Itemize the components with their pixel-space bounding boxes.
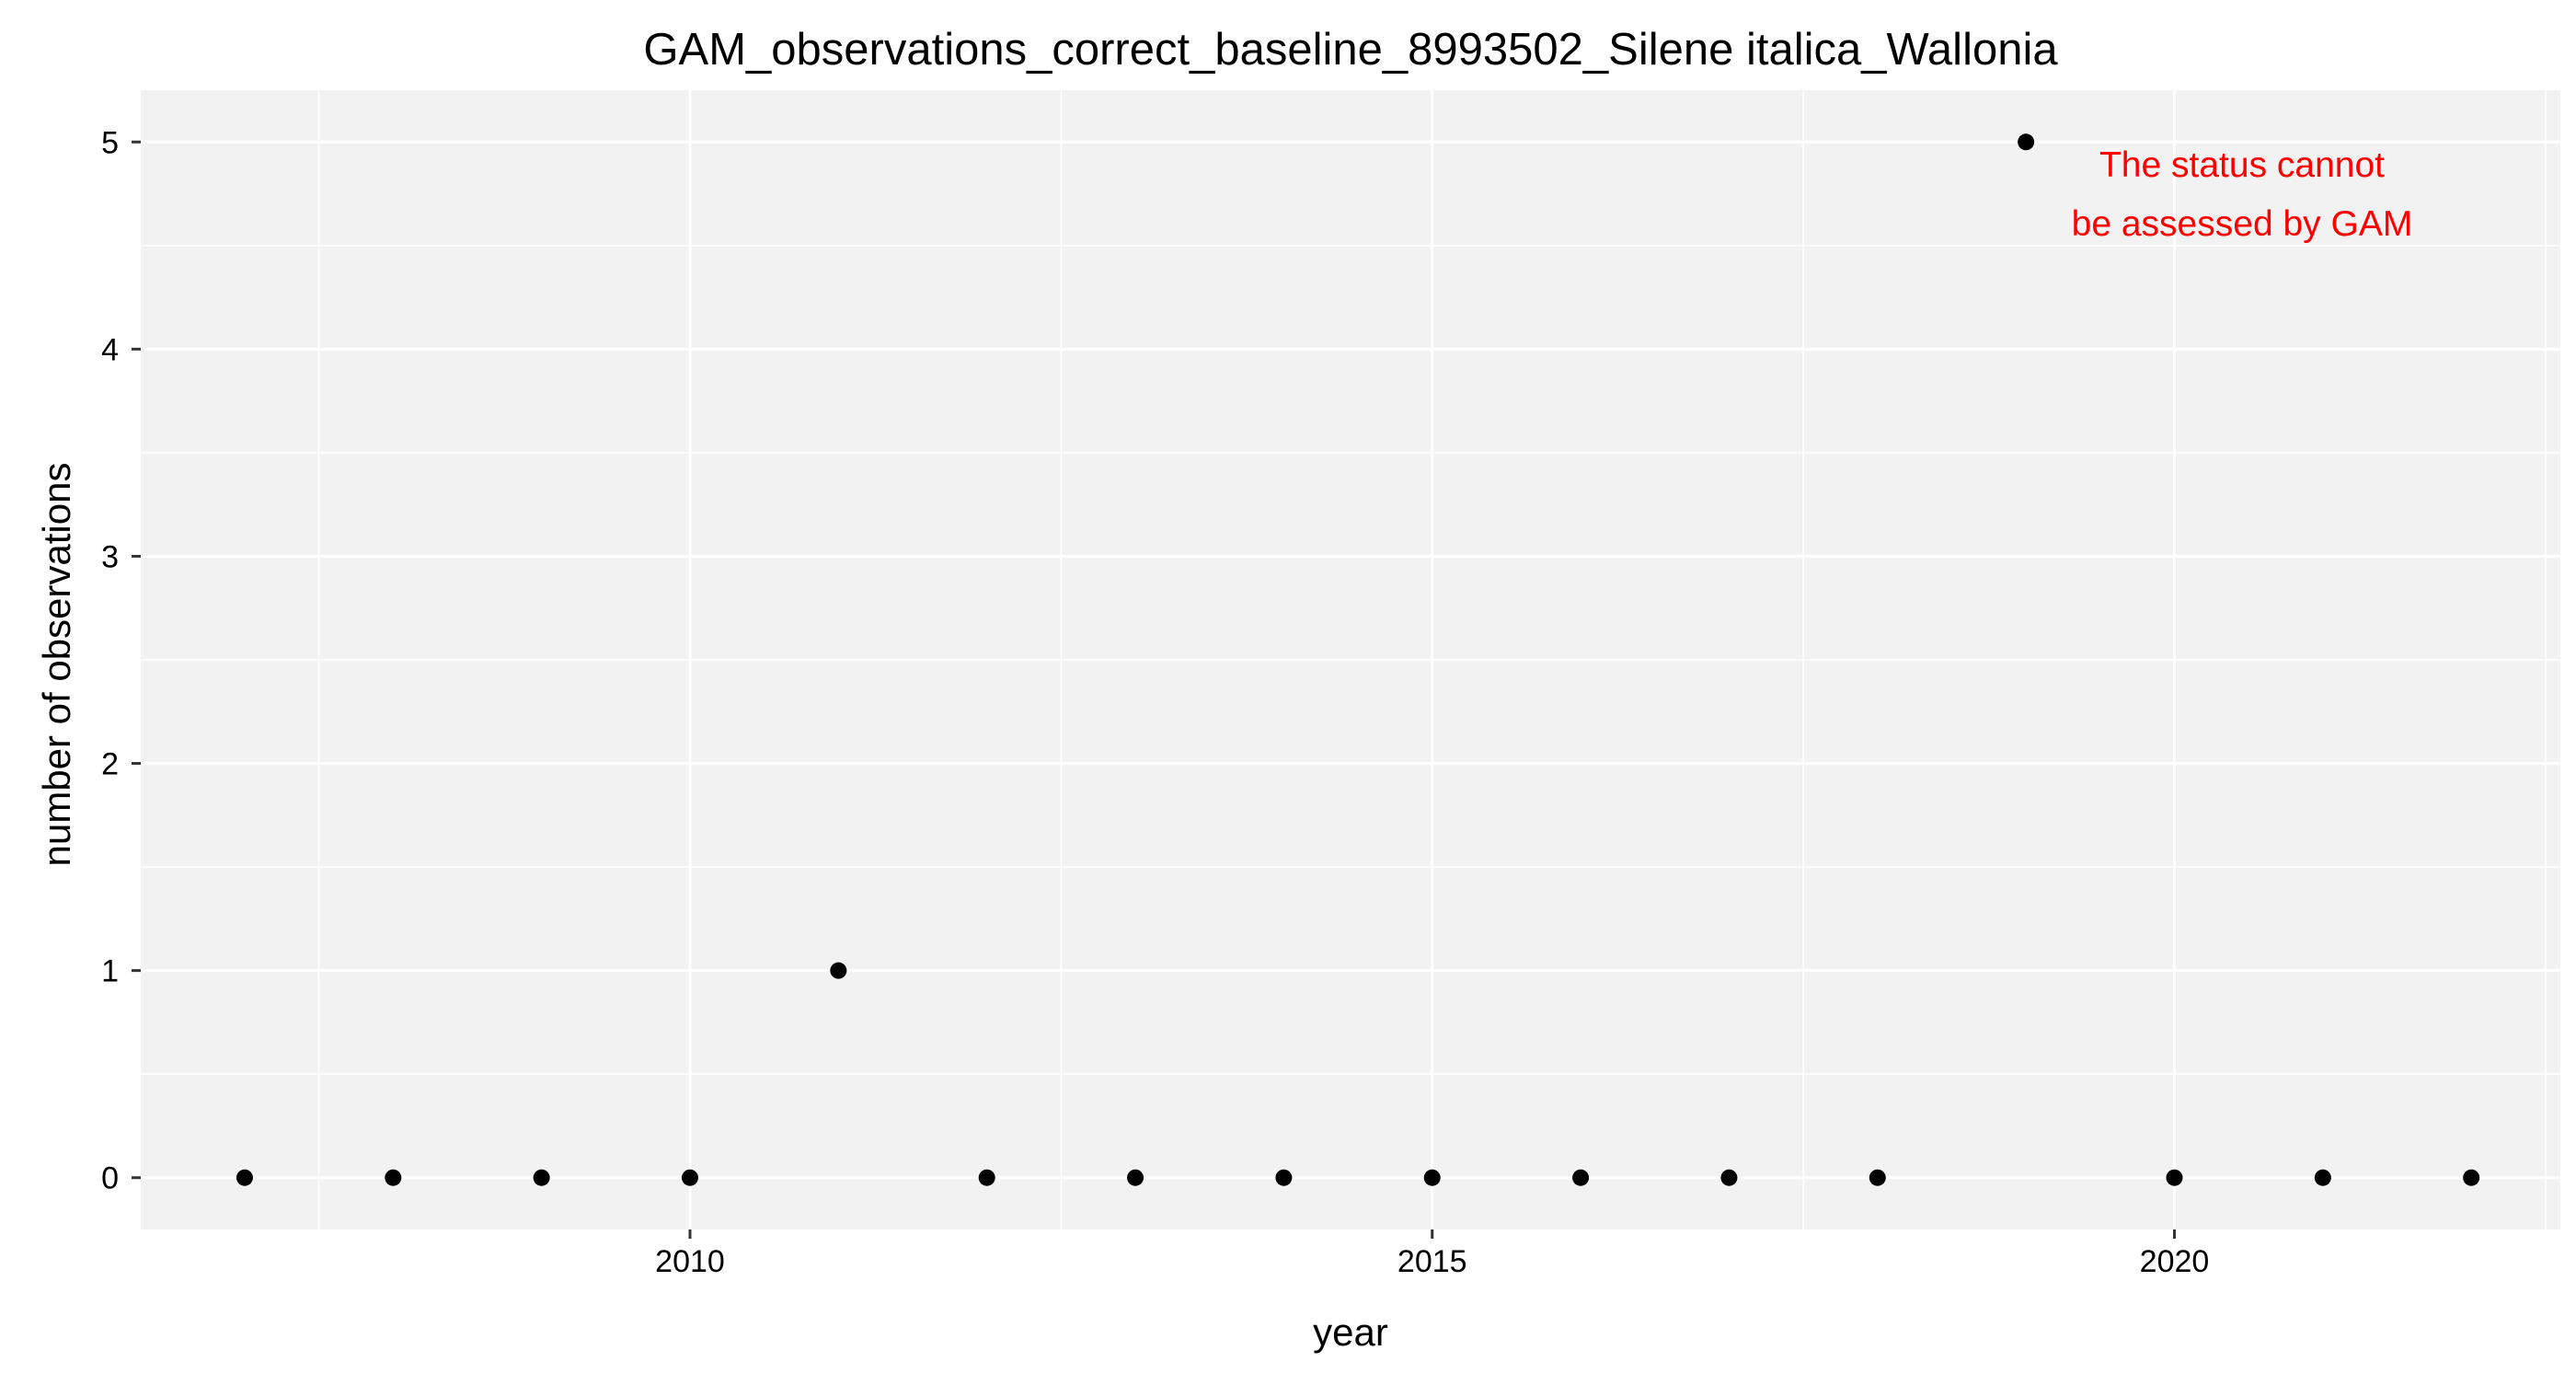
data-point [978, 1169, 995, 1186]
annotation-layer: The status cannot be assessed by GAM [2072, 145, 2413, 244]
data-point [681, 1169, 698, 1186]
y-tick-label: 3 [101, 539, 119, 574]
y-tick-label: 4 [101, 332, 119, 367]
data-point [1572, 1169, 1590, 1186]
x-tick-label: 2015 [1397, 1244, 1467, 1279]
data-point [1869, 1169, 1886, 1186]
y-tick-label: 0 [101, 1161, 119, 1196]
data-point [2314, 1169, 2331, 1186]
grid-lines [141, 90, 2560, 1229]
data-point [2018, 133, 2035, 151]
data-point [2166, 1169, 2183, 1186]
data-points [236, 133, 2480, 1186]
data-point [830, 962, 847, 979]
data-point [1720, 1169, 1738, 1186]
x-tick-label: 2010 [655, 1244, 725, 1279]
annotation-text-line: be assessed by GAM [2072, 204, 2413, 244]
axes: 2010 2015 2020 0 1 2 3 4 5 [101, 125, 2209, 1279]
data-point [2463, 1169, 2480, 1186]
chart-title: GAM_observations_correct_baseline_899350… [643, 25, 2058, 75]
data-point [385, 1169, 402, 1186]
data-point [236, 1169, 253, 1186]
x-axis-title: year [1313, 1310, 1388, 1354]
y-axis-title: number of observations [35, 463, 78, 867]
y-tick-label: 1 [101, 954, 119, 989]
annotation-text-line: The status cannot [2099, 145, 2385, 185]
data-point [1423, 1169, 1441, 1186]
data-point [1127, 1169, 1144, 1186]
y-tick-label: 5 [101, 125, 119, 160]
y-tick-label: 2 [101, 747, 119, 782]
data-point [1275, 1169, 1293, 1186]
data-point [533, 1169, 550, 1186]
x-tick-label: 2020 [2140, 1244, 2210, 1279]
